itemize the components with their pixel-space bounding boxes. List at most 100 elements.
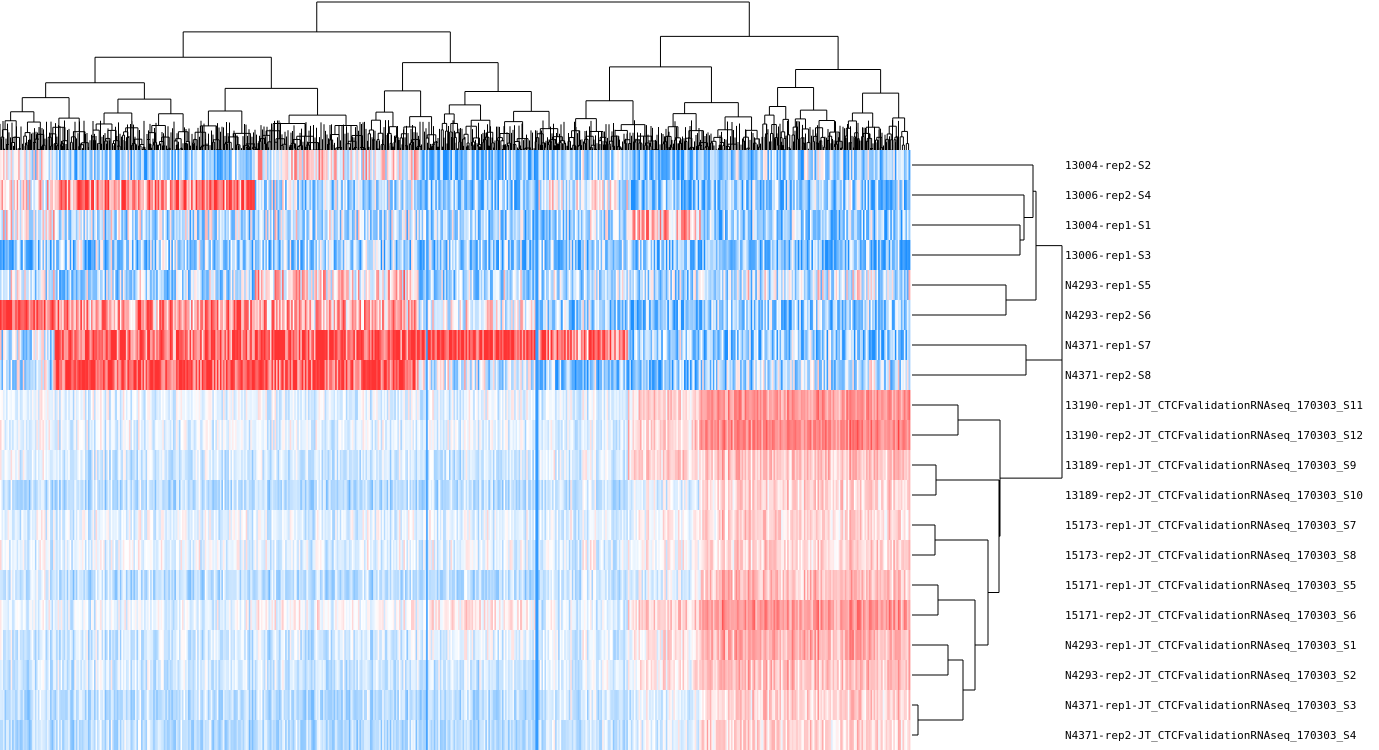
heatmap-cell (562, 240, 565, 270)
heatmap-cell (292, 270, 295, 300)
heatmap-cell (414, 150, 416, 180)
heatmap-cell (831, 240, 834, 270)
heatmap-cell (80, 150, 83, 180)
heatmap-cell (336, 270, 339, 300)
heatmap-cell (523, 240, 526, 270)
heatmap-cell (762, 210, 765, 240)
heatmap-cell (468, 150, 471, 180)
heatmap-cell (162, 270, 165, 300)
heatmap-cell (139, 210, 142, 240)
heatmap-cell (94, 270, 96, 300)
heatmap-cell (341, 210, 344, 240)
heatmap-cell (530, 270, 533, 300)
heatmap-cell (768, 210, 771, 240)
heatmap-cell (596, 210, 598, 240)
heatmap-cell (65, 270, 68, 300)
heatmap-cell (238, 210, 241, 240)
heatmap-cell (749, 150, 752, 180)
heatmap-cell (823, 210, 826, 240)
heatmap-cell (439, 150, 442, 180)
heatmap-cell (171, 270, 174, 300)
heatmap-cell (156, 240, 159, 270)
heatmap-cell (593, 210, 595, 240)
heatmap-cell (21, 150, 24, 180)
heatmap-cell (66, 300, 69, 330)
heatmap-cell (864, 240, 867, 270)
heatmap-cell (50, 300, 52, 330)
heatmap-cell (838, 210, 841, 240)
heatmap-cell (667, 270, 670, 300)
heatmap-cell (741, 150, 744, 180)
heatmap-cell (837, 270, 840, 300)
heatmap-cell (888, 210, 891, 240)
heatmap-cell (74, 300, 77, 330)
heatmap-cell (50, 180, 52, 210)
heatmap-cell (859, 270, 862, 300)
heatmap-cell (467, 240, 470, 270)
heatmap-cell (609, 210, 612, 240)
heatmap-cell (668, 210, 671, 240)
heatmap-cell (526, 150, 529, 180)
heatmap-cell (887, 150, 890, 180)
heatmap-cell (862, 150, 865, 180)
heatmap-cell (101, 300, 104, 330)
heatmap-cell (583, 150, 586, 180)
heatmap-cell (404, 150, 407, 180)
heatmap-cell (254, 180, 257, 210)
heatmap-cell (480, 150, 483, 180)
heatmap-cell (684, 270, 686, 300)
heatmap-cell (365, 180, 368, 210)
heatmap-cell (157, 150, 160, 180)
heatmap-cell (500, 180, 503, 210)
heatmap-cell (194, 270, 197, 300)
heatmap-cell (708, 180, 711, 210)
heatmap-cell (549, 150, 551, 180)
heatmap-cell (809, 240, 812, 270)
heatmap-cell (201, 150, 204, 180)
heatmap-cell (148, 240, 151, 270)
heatmap-cell (0, 300, 2, 330)
heatmap-cell (394, 210, 397, 240)
heatmap-cell (518, 270, 521, 300)
heatmap-cell (482, 180, 485, 210)
heatmap-cell (473, 180, 476, 210)
heatmap-cell (388, 150, 391, 180)
heatmap-cell (75, 270, 78, 300)
heatmap-cell (791, 210, 794, 240)
heatmap-cell (887, 270, 890, 300)
heatmap-cell (174, 180, 177, 210)
heatmap-cell (643, 210, 645, 240)
heatmap-cell (417, 180, 419, 210)
heatmap-cell (721, 180, 724, 210)
heatmap-cell (364, 150, 366, 180)
heatmap-cell (644, 240, 647, 270)
heatmap-cell (627, 210, 630, 240)
heatmap-cell (182, 180, 184, 210)
heatmap-cell (27, 300, 30, 330)
heatmap-cell (40, 240, 43, 270)
heatmap-cell (831, 180, 834, 210)
heatmap-cell (298, 180, 301, 210)
heatmap-cell (579, 150, 582, 180)
heatmap-cell (342, 210, 345, 240)
heatmap-cell (620, 150, 623, 180)
heatmap-cell (737, 150, 740, 180)
heatmap-row (0, 150, 911, 180)
heatmap-cell (40, 210, 43, 240)
heatmap-cell (873, 180, 876, 210)
heatmap-cell (855, 240, 858, 270)
heatmap-cell (168, 210, 171, 240)
heatmap-cell (630, 210, 633, 240)
heatmap-cell (7, 240, 10, 270)
heatmap-cell (391, 240, 394, 270)
heatmap-cell (579, 270, 582, 300)
heatmap-cell (297, 240, 300, 270)
heatmap-cell (266, 150, 269, 180)
heatmap-cell (852, 270, 855, 300)
heatmap-cell (25, 150, 28, 180)
heatmap-cell (27, 240, 30, 270)
heatmap-cell (66, 240, 69, 270)
heatmap-cell (900, 180, 903, 210)
heatmap-cell (203, 270, 206, 300)
heatmap-cell (313, 270, 316, 300)
